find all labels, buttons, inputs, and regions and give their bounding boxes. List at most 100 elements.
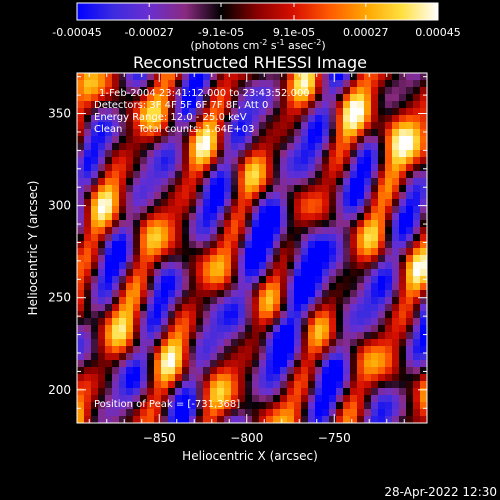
heatmap-cell: [203, 192, 211, 200]
heatmap-cell: [147, 73, 155, 81]
heatmap-cell: [119, 101, 127, 109]
heatmap-cell: [357, 248, 365, 256]
heatmap-cell: [308, 388, 316, 396]
heatmap-cell: [357, 213, 365, 221]
heatmap-cell: [133, 304, 141, 312]
heatmap-cell: [308, 332, 316, 340]
heatmap-cell: [112, 283, 120, 291]
heatmap-cell: [322, 318, 330, 326]
heatmap-cell: [196, 185, 204, 193]
heatmap-cell: [280, 346, 288, 354]
heatmap-cell: [392, 122, 400, 130]
heatmap-cell: [385, 143, 393, 151]
heatmap-cell: [238, 101, 246, 109]
heatmap-cell: [168, 339, 176, 347]
heatmap-cell: [273, 73, 281, 81]
heatmap-cell: [217, 136, 225, 144]
heatmap-cell: [350, 304, 358, 312]
heatmap-cell: [182, 192, 190, 200]
heatmap-cell: [420, 143, 427, 151]
heatmap-cell: [91, 108, 99, 116]
heatmap-cell: [308, 108, 316, 116]
heatmap-cell: [280, 80, 288, 88]
heatmap-cell: [371, 101, 379, 109]
heatmap-cell: [336, 241, 344, 249]
heatmap-cell: [392, 374, 400, 382]
heatmap-cell: [196, 262, 204, 270]
heatmap-cell: [224, 80, 232, 88]
heatmap-cell: [105, 262, 113, 270]
heatmap-cell: [350, 262, 358, 270]
heatmap-cell: [287, 409, 295, 417]
heatmap-cell: [196, 381, 204, 389]
heatmap-cell: [322, 304, 330, 312]
heatmap-cell: [378, 108, 386, 116]
heatmap-cell: [182, 374, 190, 382]
heatmap-cell: [77, 136, 85, 144]
heatmap-cell: [182, 157, 190, 165]
heatmap-cell: [266, 297, 274, 305]
heatmap-cell: [287, 325, 295, 333]
heatmap-cell: [413, 164, 421, 172]
heatmap-cell: [406, 276, 414, 284]
heatmap-cell: [140, 129, 148, 137]
heatmap-cell: [287, 115, 295, 123]
heatmap-cell: [413, 409, 421, 417]
heatmap-cell: [294, 283, 302, 291]
heatmap-cell: [238, 262, 246, 270]
heatmap-cell: [84, 73, 92, 81]
heatmap-cell: [182, 339, 190, 347]
heatmap-cell: [154, 255, 162, 263]
heatmap-cell: [105, 353, 113, 361]
heatmap-cell: [378, 171, 386, 179]
heatmap-cell: [224, 101, 232, 109]
heatmap-cell: [161, 325, 169, 333]
heatmap-cell: [294, 143, 302, 151]
heatmap-cell: [112, 360, 120, 368]
heatmap-cell: [308, 206, 316, 214]
heatmap-cell: [399, 115, 407, 123]
heatmap-cell: [91, 227, 99, 235]
heatmap-cell: [91, 157, 99, 165]
heatmap-cell: [175, 171, 183, 179]
heatmap-cell: [147, 248, 155, 256]
heatmap-cell: [217, 255, 225, 263]
heatmap-cell: [385, 171, 393, 179]
heatmap-cell: [315, 381, 323, 389]
heatmap-cell: [385, 388, 393, 396]
heatmap-cell: [371, 234, 379, 242]
heatmap-cell: [343, 87, 351, 95]
heatmap-cell: [147, 192, 155, 200]
heatmap-cell: [350, 332, 358, 340]
heatmap-cell: [224, 255, 232, 263]
heatmap-cell: [147, 178, 155, 186]
heatmap-cell: [238, 122, 246, 130]
heatmap-cell: [399, 206, 407, 214]
heatmap-cell: [301, 283, 309, 291]
heatmap-cell: [287, 283, 295, 291]
heatmap-cell: [252, 416, 260, 423]
heatmap-cell: [280, 213, 288, 221]
heatmap-cell: [273, 234, 281, 242]
heatmap-cell: [154, 248, 162, 256]
heatmap-cell: [322, 353, 330, 361]
heatmap-cell: [217, 276, 225, 284]
heatmap-cell: [266, 374, 274, 382]
heatmap-cell: [147, 290, 155, 298]
heatmap-cell: [245, 206, 253, 214]
heatmap-cell: [308, 360, 316, 368]
heatmap-cell: [350, 255, 358, 263]
y-axis-label: Heliocentric Y (arcsec): [26, 181, 40, 316]
heatmap-cell: [350, 388, 358, 396]
heatmap-cell: [364, 262, 372, 270]
heatmap-cell: [294, 220, 302, 228]
heatmap-cell: [84, 115, 92, 123]
heatmap-cell: [329, 101, 337, 109]
heatmap-cell: [329, 409, 337, 417]
heatmap-cell: [112, 311, 120, 319]
heatmap-cell: [357, 185, 365, 193]
heatmap-cell: [168, 374, 176, 382]
heatmap-cell: [105, 199, 113, 207]
heatmap-cell: [189, 108, 197, 116]
heatmap-cell: [224, 283, 232, 291]
